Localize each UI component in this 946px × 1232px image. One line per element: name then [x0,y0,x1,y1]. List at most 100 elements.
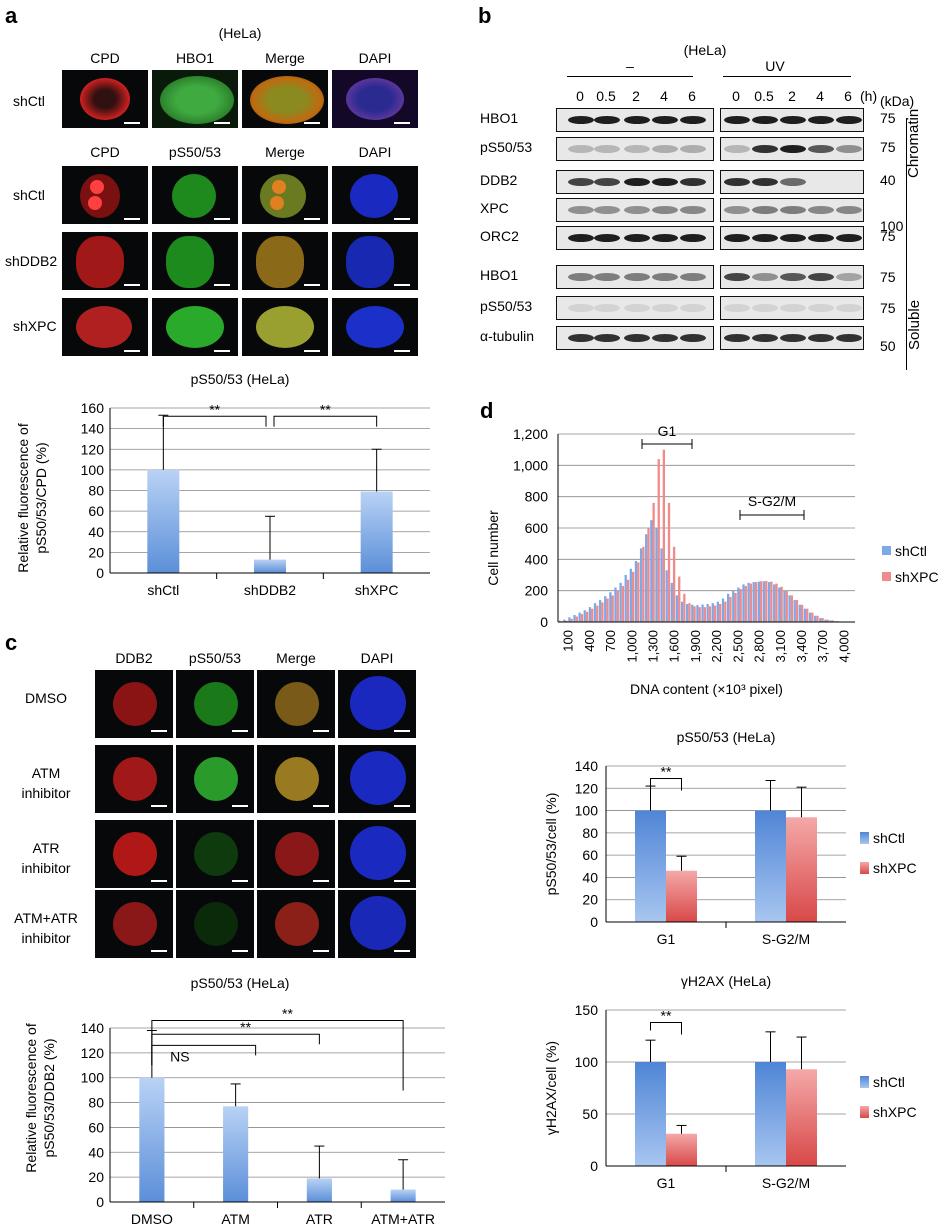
d-hist-bar-shCtl [583,610,586,622]
panel-b-uv-line [723,76,851,77]
d-h2ax-bar-shCtl-S-G2/M [755,1062,786,1166]
blot-band [568,178,594,186]
d-hist-bar-shCtl [732,590,735,622]
d-hist-bar-shCtl [639,548,643,622]
blot-band [568,116,594,124]
d-hist-xtick-label: 1,300 [645,630,660,663]
kda-marker: 40 [880,172,896,188]
d-hist-ytick-label: 1,000 [513,457,548,473]
blot-band [808,234,834,242]
d-hist-bar-shCtl [665,570,668,622]
nucleus [194,682,238,726]
d-ps5053-title: pS50/53 (HeLa) [677,729,776,745]
panel-a-header-dapi: DAPI [358,50,392,66]
scale-bar [232,730,248,732]
d-hist-bar-shXPC [800,604,804,622]
uv-time-label: 0 [732,88,740,104]
micrograph-panel-c [338,670,416,738]
uv-time-label: 2 [788,88,796,104]
d-hist-bar-shXPC [683,593,686,622]
blot-band [780,116,806,124]
d-h2ax-sig-label: ** [661,1007,672,1023]
d-hist-ytick-label: 0 [540,614,548,630]
blot-pS50/53-soluble-minus [556,296,714,320]
d-hist-bar-shXPC [606,598,609,622]
d-hist-xtick-label: 1,600 [667,630,682,663]
micrograph-cpd-shctl [62,70,148,128]
micrograph-panel-c [257,745,335,813]
blot-band [652,178,678,186]
panel-c-row-label: ATM inhibitor [21,765,71,801]
micrograph-merge-shddb2 [242,232,328,290]
blot-band [568,234,594,242]
d-ps5053-legend-swatch [860,862,869,874]
d-hist-bar-shCtl [604,596,607,622]
d-hist-bar-shXPC [693,606,696,622]
d-hist-bar-shCtl [614,587,617,622]
blot-band [836,206,862,214]
d-hist-bar-shXPC [647,528,650,622]
blot-band [724,178,750,186]
d-hist-bar-shXPC [760,581,763,622]
blot-band [568,334,594,342]
blot-ORC2-minus [556,226,714,250]
d-hist-bar-shCtl [742,584,745,622]
blot-band [836,116,862,124]
d-hist-bar-shXPC [749,583,753,622]
d-hist-bar-shXPC [780,586,783,622]
d-hist-bar-shCtl [588,607,592,622]
d-hist-bar-shCtl [721,598,725,622]
d-hist-bar-shCtl [568,617,571,622]
nucleus [350,676,406,730]
c-chart-xtick-label: ATM [221,1211,250,1227]
kda-marker: 75 [880,110,896,126]
d-hist-bar-shCtl [593,603,597,622]
d-hist-xtick-label: 100 [561,630,576,652]
d-hist-bar-shXPC [826,619,829,622]
d-hist-bar-shCtl [686,603,689,622]
micrograph-panel-c [338,890,416,958]
d-hist-legend-label: shCtl [895,543,927,559]
blot-band [568,145,594,153]
scale-bar [232,805,248,807]
kda-marker: 75 [880,139,896,155]
c-chart-ytick-label: 120 [81,1045,105,1061]
blot-band [780,178,806,186]
d-hist-bar-shXPC [719,603,722,622]
blot-band [780,334,806,342]
blot-band [836,304,862,312]
d-ps5053-bar-shCtl-S-G2/M [755,810,786,922]
blot-band [680,334,706,342]
a-sig-bracket-1 [162,415,267,427]
blot-band [780,304,806,312]
blot-band [594,334,620,342]
panel-a-mid-header-cpd: CPD [90,144,120,160]
blot-band [680,116,706,124]
d-ps5053-sig-label: ** [661,763,672,779]
soluble-bracket [906,262,907,370]
chart-a-ps5053-cpd: pS50/53 (HeLa) Relative fluorescence of … [15,371,430,598]
micrograph-panel-c [176,670,254,738]
micrograph-panel-c [338,745,416,813]
d-hist-ytick-label: 800 [525,489,549,505]
d-hist-bar-shXPC [667,502,671,622]
scale-bar [394,805,410,807]
c-chart-ytick-label: 140 [81,1020,105,1036]
d-hist-bar-shXPC [770,581,773,622]
blot-band [752,116,778,124]
chart-d-histogram: 0 200 400 600 800 1,000 1,200 100 400 700 1,000 1,3… [485,423,939,697]
blot-band [808,145,834,153]
blot-band [836,273,862,281]
blot-band [652,273,678,281]
micrograph-panel-c [176,890,254,958]
scale-bar [232,950,248,952]
d-hist-xtick-label: 3,100 [773,630,788,663]
blot-band [624,206,650,214]
d-hist-bar-shXPC [575,616,578,622]
a-chart-bar-shDDB2 [254,559,286,573]
d-ps5053-xtick-label: G1 [657,931,676,947]
panel-label-b: b [478,3,492,28]
blot-band [652,116,678,124]
c-chart-xtick-label: ATR [306,1211,333,1227]
blot-band [624,273,650,281]
